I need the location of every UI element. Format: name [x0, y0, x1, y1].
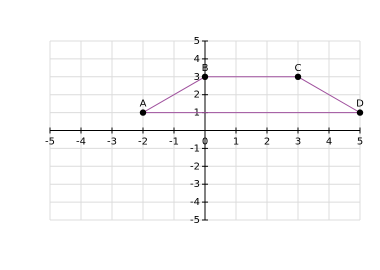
y-tick-label: 5	[194, 36, 200, 47]
vertex	[201, 73, 209, 81]
y-tick-label: -2	[190, 161, 200, 172]
vertex-label: A	[140, 99, 147, 110]
vertex-label: B	[202, 63, 209, 74]
y-tick-label: 2	[194, 90, 200, 101]
x-tick-label: 1	[233, 137, 239, 148]
y-tick-label: -1	[190, 143, 200, 154]
y-tick-label: 3	[194, 72, 200, 83]
vertex	[294, 73, 302, 81]
x-tick-label: 2	[264, 137, 270, 148]
vertex-label: C	[295, 63, 302, 74]
y-tick-label: -3	[190, 179, 200, 190]
x-tick-label: 3	[295, 137, 301, 148]
vertex-label: D	[356, 99, 364, 110]
vertex	[139, 109, 147, 116]
x-tick-label: -3	[107, 137, 117, 148]
x-tick-label: -5	[45, 137, 55, 148]
x-tick-label: -4	[76, 137, 86, 148]
x-tick-label: -1	[169, 137, 179, 148]
vertex	[356, 109, 364, 116]
y-tick-label: 4	[194, 54, 200, 65]
y-tick-label: -4	[190, 197, 200, 208]
x-tick-label: 4	[326, 137, 332, 148]
x-tick-label: -2	[138, 137, 148, 148]
x-tick-label: 0	[202, 137, 208, 148]
y-tick-label: -5	[190, 215, 200, 226]
x-tick-label: 5	[357, 137, 363, 148]
